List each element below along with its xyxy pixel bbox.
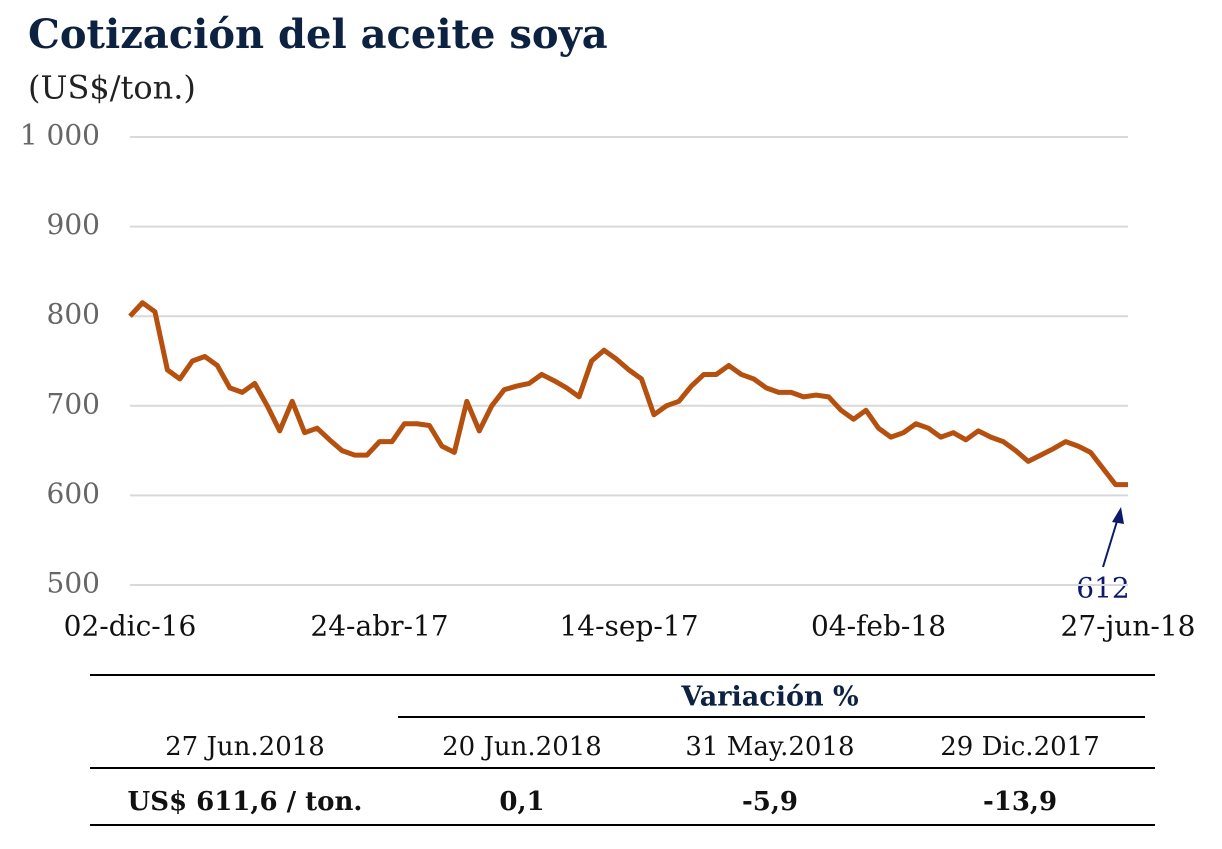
y-tick-label: 600: [47, 477, 100, 510]
table-cell: -5,9: [742, 787, 798, 817]
table-cell: -13,9: [983, 787, 1057, 817]
annotation: 612: [1076, 572, 1129, 605]
x-tick-label: 02-dic-16: [64, 610, 197, 643]
y-tick-label: 800: [47, 298, 100, 331]
y-tick-label: 700: [47, 387, 100, 420]
table-cell: 0,1: [499, 787, 544, 817]
annotation-arrow: [1102, 517, 1119, 568]
table-header: 27 Jun.2018: [165, 732, 325, 762]
table-header: 29 Dic.2017: [940, 732, 1100, 762]
table-header: 20 Jun.2018: [442, 732, 602, 762]
y-tick-label: 1 000: [20, 119, 100, 152]
table-group-header: Variación %: [680, 682, 858, 713]
price-line: [128, 300, 1128, 488]
chart-title: Cotización del aceite soya: [28, 11, 608, 58]
annotation-arrowhead: [1112, 507, 1124, 524]
x-tick-label: 27-jun-18: [1061, 610, 1196, 643]
y-tick-label: 900: [47, 208, 100, 241]
table-cell: US$ 611,6 / ton.: [128, 787, 363, 817]
x-tick-label: 24-abr-17: [310, 610, 448, 643]
table-header: 31 May.2018: [685, 732, 854, 762]
x-tick-label: 04-feb-18: [811, 610, 946, 643]
x-tick-label: 14-sep-17: [559, 610, 698, 643]
y-tick-label: 500: [47, 567, 100, 600]
chart-subtitle: (US$/ton.): [28, 69, 196, 107]
